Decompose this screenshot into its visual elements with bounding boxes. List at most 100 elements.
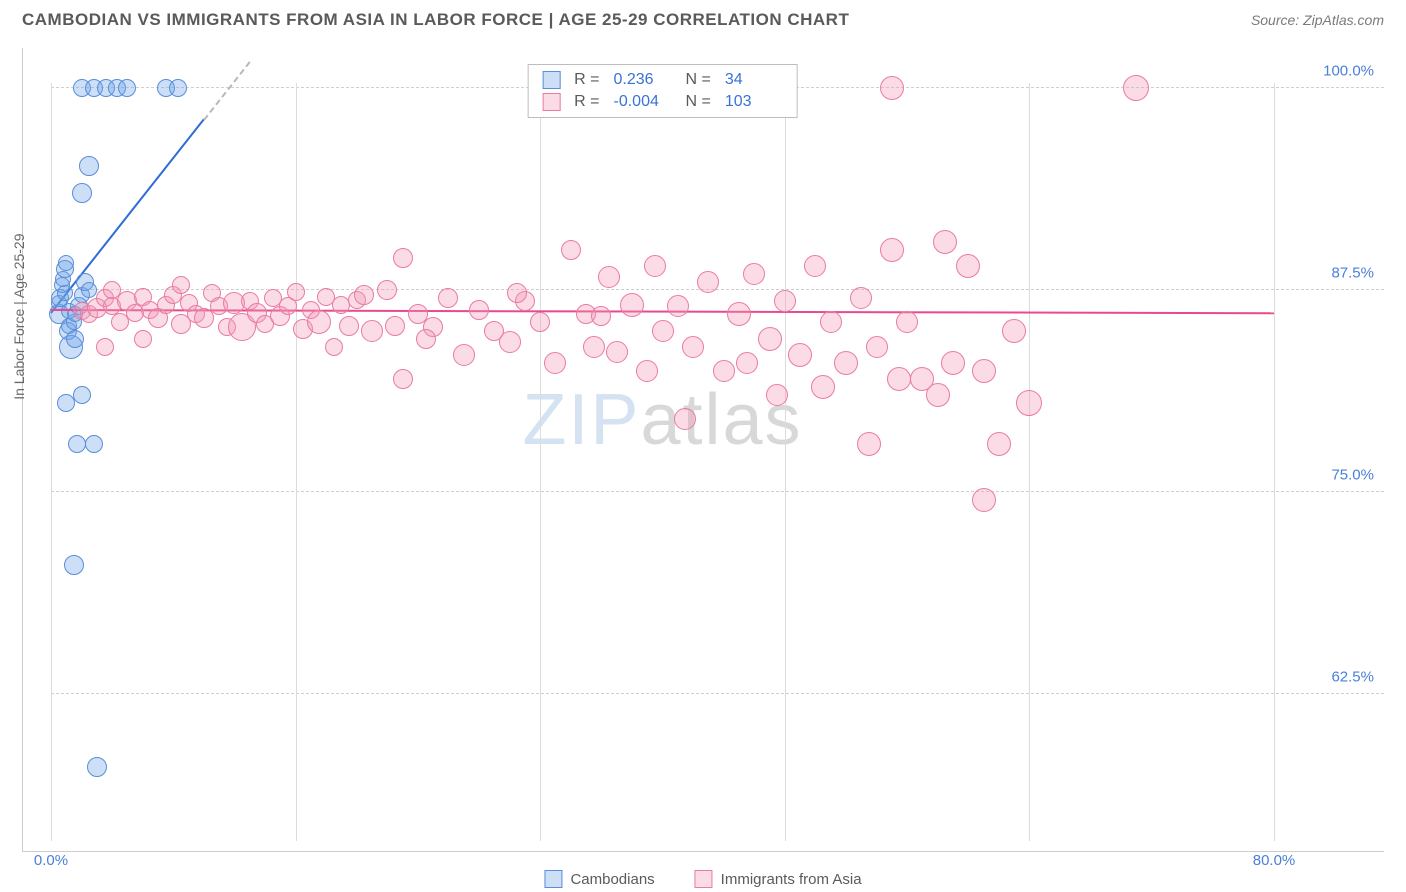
chart-frame: In Labor Force | Age 25-29 ZIPatlas 62.5…	[22, 48, 1384, 852]
data-point-immigrants	[96, 338, 114, 356]
data-point-cambodians	[58, 255, 74, 271]
data-point-immigrants	[804, 255, 826, 277]
data-point-immigrants	[933, 230, 957, 254]
data-point-immigrants	[354, 285, 374, 305]
x-tick-label: 80.0%	[1253, 852, 1296, 869]
gridline-h	[51, 491, 1384, 492]
legend-label-immigrants: Immigrants from Asia	[721, 871, 862, 888]
data-point-immigrants	[713, 360, 735, 382]
data-point-immigrants	[1016, 390, 1042, 416]
data-point-immigrants	[697, 271, 719, 293]
data-point-immigrants	[682, 336, 704, 358]
data-point-immigrants	[652, 320, 674, 342]
data-point-cambodians	[169, 79, 187, 97]
data-point-cambodians	[118, 79, 136, 97]
data-point-immigrants	[339, 316, 359, 336]
r-value-1: -0.004	[614, 93, 672, 111]
data-point-immigrants	[736, 352, 758, 374]
data-point-immigrants	[743, 263, 765, 285]
data-point-immigrants	[103, 281, 121, 299]
data-point-immigrants	[674, 408, 696, 430]
data-point-cambodians	[87, 757, 107, 777]
gridline-h	[51, 289, 1384, 290]
r-label-1: R =	[574, 93, 599, 111]
y-tick-label: 87.5%	[1331, 265, 1374, 282]
n-value-0: 34	[725, 71, 783, 89]
data-point-immigrants	[393, 248, 413, 268]
legend-immigrants: Immigrants from Asia	[695, 870, 862, 888]
data-point-immigrants	[598, 266, 620, 288]
data-point-immigrants	[438, 288, 458, 308]
source-label: Source: ZipAtlas.com	[1251, 12, 1384, 28]
data-point-immigrants	[530, 312, 550, 332]
data-point-immigrants	[507, 283, 527, 303]
stats-box: R = 0.236 N = 34 R = -0.004 N = 103	[527, 64, 798, 118]
data-point-immigrants	[1002, 319, 1026, 343]
data-point-immigrants	[880, 76, 904, 100]
data-point-immigrants	[788, 343, 812, 367]
data-point-immigrants	[896, 311, 918, 333]
legend-label-cambodians: Cambodians	[570, 871, 654, 888]
y-axis-title: In Labor Force | Age 25-29	[11, 233, 27, 399]
data-point-immigrants	[866, 336, 888, 358]
r-label-0: R =	[574, 71, 599, 89]
stats-row-cambodians: R = 0.236 N = 34	[542, 69, 783, 91]
data-point-immigrants	[850, 287, 872, 309]
data-point-immigrants	[972, 359, 996, 383]
data-point-immigrants	[667, 295, 689, 317]
data-point-immigrants	[591, 306, 611, 326]
data-point-immigrants	[377, 280, 397, 300]
y-tick-label: 62.5%	[1331, 668, 1374, 685]
x-tick-label: 0.0%	[34, 852, 68, 869]
data-point-immigrants	[172, 276, 190, 294]
plot-area: ZIPatlas 62.5%75.0%87.5%100.0%0.0%80.0% …	[51, 56, 1274, 815]
data-point-immigrants	[287, 283, 305, 301]
data-point-immigrants	[1123, 75, 1149, 101]
data-point-immigrants	[644, 255, 666, 277]
data-point-cambodians	[68, 435, 86, 453]
data-point-immigrants	[987, 432, 1011, 456]
legend-cambodians: Cambodians	[544, 870, 654, 888]
n-label-1: N =	[686, 93, 711, 111]
data-point-immigrants	[834, 351, 858, 375]
data-point-immigrants	[385, 316, 405, 336]
data-point-immigrants	[820, 311, 842, 333]
data-point-immigrants	[325, 338, 343, 356]
data-point-immigrants	[972, 488, 996, 512]
data-point-immigrants	[857, 432, 881, 456]
x-tick	[296, 833, 297, 841]
data-point-cambodians	[79, 156, 99, 176]
data-point-immigrants	[941, 351, 965, 375]
x-tick	[785, 833, 786, 841]
data-point-immigrants	[393, 369, 413, 389]
data-point-immigrants	[880, 238, 904, 262]
data-point-immigrants	[416, 329, 436, 349]
x-tick	[1274, 833, 1275, 841]
x-tick	[540, 833, 541, 841]
data-point-immigrants	[499, 331, 521, 353]
swatch-cambodians	[542, 71, 560, 89]
data-point-cambodians	[64, 555, 84, 575]
data-point-immigrants	[887, 367, 911, 391]
data-point-immigrants	[544, 352, 566, 374]
data-point-immigrants	[307, 310, 331, 334]
data-point-cambodians	[85, 435, 103, 453]
data-point-immigrants	[469, 300, 489, 320]
data-point-cambodians	[66, 330, 84, 348]
scatter-plot: 62.5%75.0%87.5%100.0%0.0%80.0%	[51, 56, 1274, 815]
data-point-cambodians	[72, 183, 92, 203]
data-point-cambodians	[57, 285, 73, 301]
data-point-immigrants	[636, 360, 658, 382]
data-point-immigrants	[926, 383, 950, 407]
data-point-immigrants	[134, 330, 152, 348]
data-point-immigrants	[361, 320, 383, 342]
n-label-0: N =	[686, 71, 711, 89]
trend-dash-cambodians	[203, 61, 250, 120]
data-point-immigrants	[561, 240, 581, 260]
legend-swatch-immigrants	[695, 870, 713, 888]
data-point-immigrants	[606, 341, 628, 363]
legend-swatch-cambodians	[544, 870, 562, 888]
swatch-immigrants	[542, 93, 560, 111]
n-value-1: 103	[725, 93, 783, 111]
data-point-immigrants	[956, 254, 980, 278]
